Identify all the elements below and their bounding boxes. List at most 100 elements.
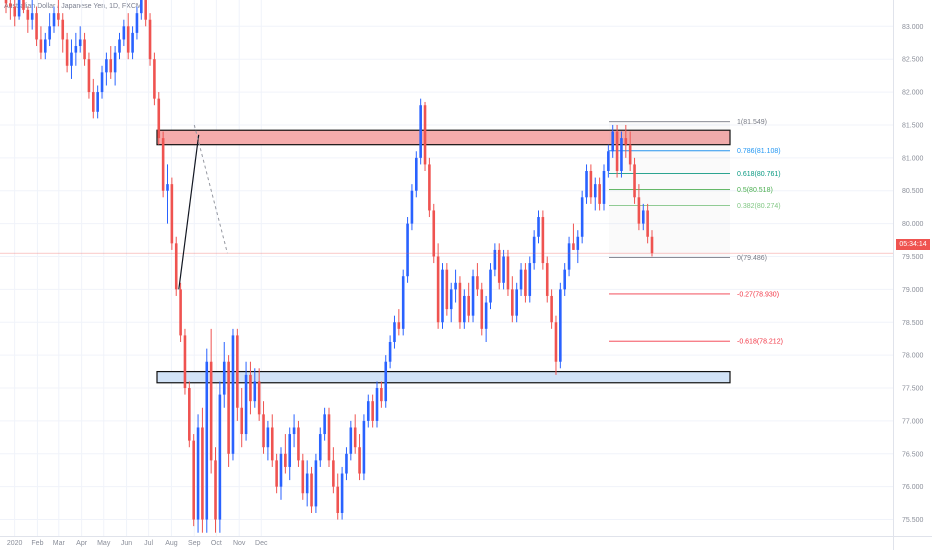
candle-body xyxy=(205,361,209,520)
candle-body xyxy=(43,39,47,53)
fib-level-label: -0.27(78.930) xyxy=(737,291,779,298)
candles xyxy=(4,0,654,533)
candle-body xyxy=(201,427,204,520)
candle-body xyxy=(318,434,322,461)
candle-body xyxy=(13,6,17,17)
candle-body xyxy=(244,374,248,435)
y-tick-label: 82.500 xyxy=(902,57,924,64)
candle-body xyxy=(83,39,86,60)
candle-body xyxy=(598,184,601,204)
candle-body xyxy=(593,184,597,198)
candle-body xyxy=(567,243,571,270)
candle-body xyxy=(650,236,654,254)
candle-body xyxy=(563,269,567,290)
candle-body xyxy=(227,361,230,454)
y-tick-label: 76.500 xyxy=(902,451,924,458)
candle-body xyxy=(624,138,628,145)
fib-level-label: -0.618(78.212) xyxy=(737,339,783,346)
candle-body xyxy=(214,460,217,520)
candle-body xyxy=(35,13,38,40)
candle-body xyxy=(105,59,108,73)
y-tick-label: 78.000 xyxy=(902,353,924,360)
candle-body xyxy=(423,105,427,165)
candle-body xyxy=(170,184,174,244)
y-tick-label: 79.500 xyxy=(902,254,924,261)
candle-body xyxy=(489,269,492,303)
x-tick-label: Aug xyxy=(165,540,178,547)
candle-body xyxy=(9,3,12,7)
candle-body xyxy=(384,361,388,402)
candle-body xyxy=(297,427,300,461)
candle-body xyxy=(480,289,484,329)
candle-body xyxy=(314,460,318,507)
candle-body xyxy=(65,39,69,66)
candle-body xyxy=(545,263,549,296)
candle-body xyxy=(393,322,396,342)
fib-background xyxy=(609,121,730,258)
candle-body xyxy=(74,46,78,53)
candle-body xyxy=(140,0,143,14)
candle-body xyxy=(209,361,213,461)
candle-body xyxy=(550,295,553,323)
candle-body xyxy=(126,26,130,53)
candle-body xyxy=(358,447,361,474)
candle-body xyxy=(559,289,562,362)
fib-level-label: 1(81.549) xyxy=(737,119,767,126)
x-tick-label: Nov xyxy=(233,540,246,547)
candle-body xyxy=(91,92,95,112)
candle-body xyxy=(511,289,514,316)
candle-body xyxy=(397,322,401,329)
x-tick-label: Oct xyxy=(211,540,222,547)
y-tick-label: 76.000 xyxy=(902,484,924,491)
candle-body xyxy=(131,32,134,53)
candle-body xyxy=(414,157,418,191)
candle-body xyxy=(467,295,470,316)
candle-body xyxy=(436,256,440,323)
candle-body xyxy=(332,460,335,487)
candle-body xyxy=(78,39,82,47)
candle-body xyxy=(454,282,457,290)
y-tick-label: 81.000 xyxy=(902,155,924,162)
candle-body xyxy=(519,269,523,290)
x-tick-label: 2020 xyxy=(7,540,23,547)
candle-body xyxy=(502,256,505,283)
candle-body xyxy=(628,144,632,165)
candle-body xyxy=(602,170,606,204)
y-tick-label: 81.500 xyxy=(902,122,924,129)
fibonacci-levels: 1(81.549) 0.786(81.108) 0.618(80.761) 0.5(8… xyxy=(609,119,783,346)
candle-body xyxy=(554,322,558,362)
candle-body xyxy=(122,26,126,40)
candle-body xyxy=(445,269,449,310)
candle-body xyxy=(275,460,278,487)
candle-body xyxy=(305,473,309,494)
projection-line xyxy=(193,124,228,254)
y-tick-label: 80.500 xyxy=(902,188,924,195)
fib-level-label: 0(79.486) xyxy=(737,255,767,262)
y-tick-label: 77.500 xyxy=(902,386,924,393)
candle-body xyxy=(380,388,383,402)
zones xyxy=(156,129,731,384)
candle-body xyxy=(375,388,379,421)
candle-body xyxy=(257,381,261,415)
drawings xyxy=(0,124,893,290)
candle-body xyxy=(620,138,623,171)
candle-body xyxy=(428,164,431,211)
candle-body xyxy=(270,427,274,461)
trendline xyxy=(178,134,200,290)
candle-body xyxy=(144,0,147,20)
candle-body xyxy=(362,420,366,474)
candle-body xyxy=(576,236,580,250)
fib-level-label: 0.618(80.761) xyxy=(737,171,781,178)
candle-body xyxy=(301,460,305,494)
candle-body xyxy=(174,243,178,290)
candle-body xyxy=(366,401,370,421)
x-tick-label: May xyxy=(97,540,111,547)
candle-body xyxy=(161,138,165,191)
candle-body xyxy=(135,13,139,33)
y-tick-label: 78.500 xyxy=(902,320,924,327)
candle-body xyxy=(345,453,348,474)
candle-body xyxy=(57,13,60,20)
candle-body xyxy=(463,295,466,323)
candle-body xyxy=(476,276,479,290)
